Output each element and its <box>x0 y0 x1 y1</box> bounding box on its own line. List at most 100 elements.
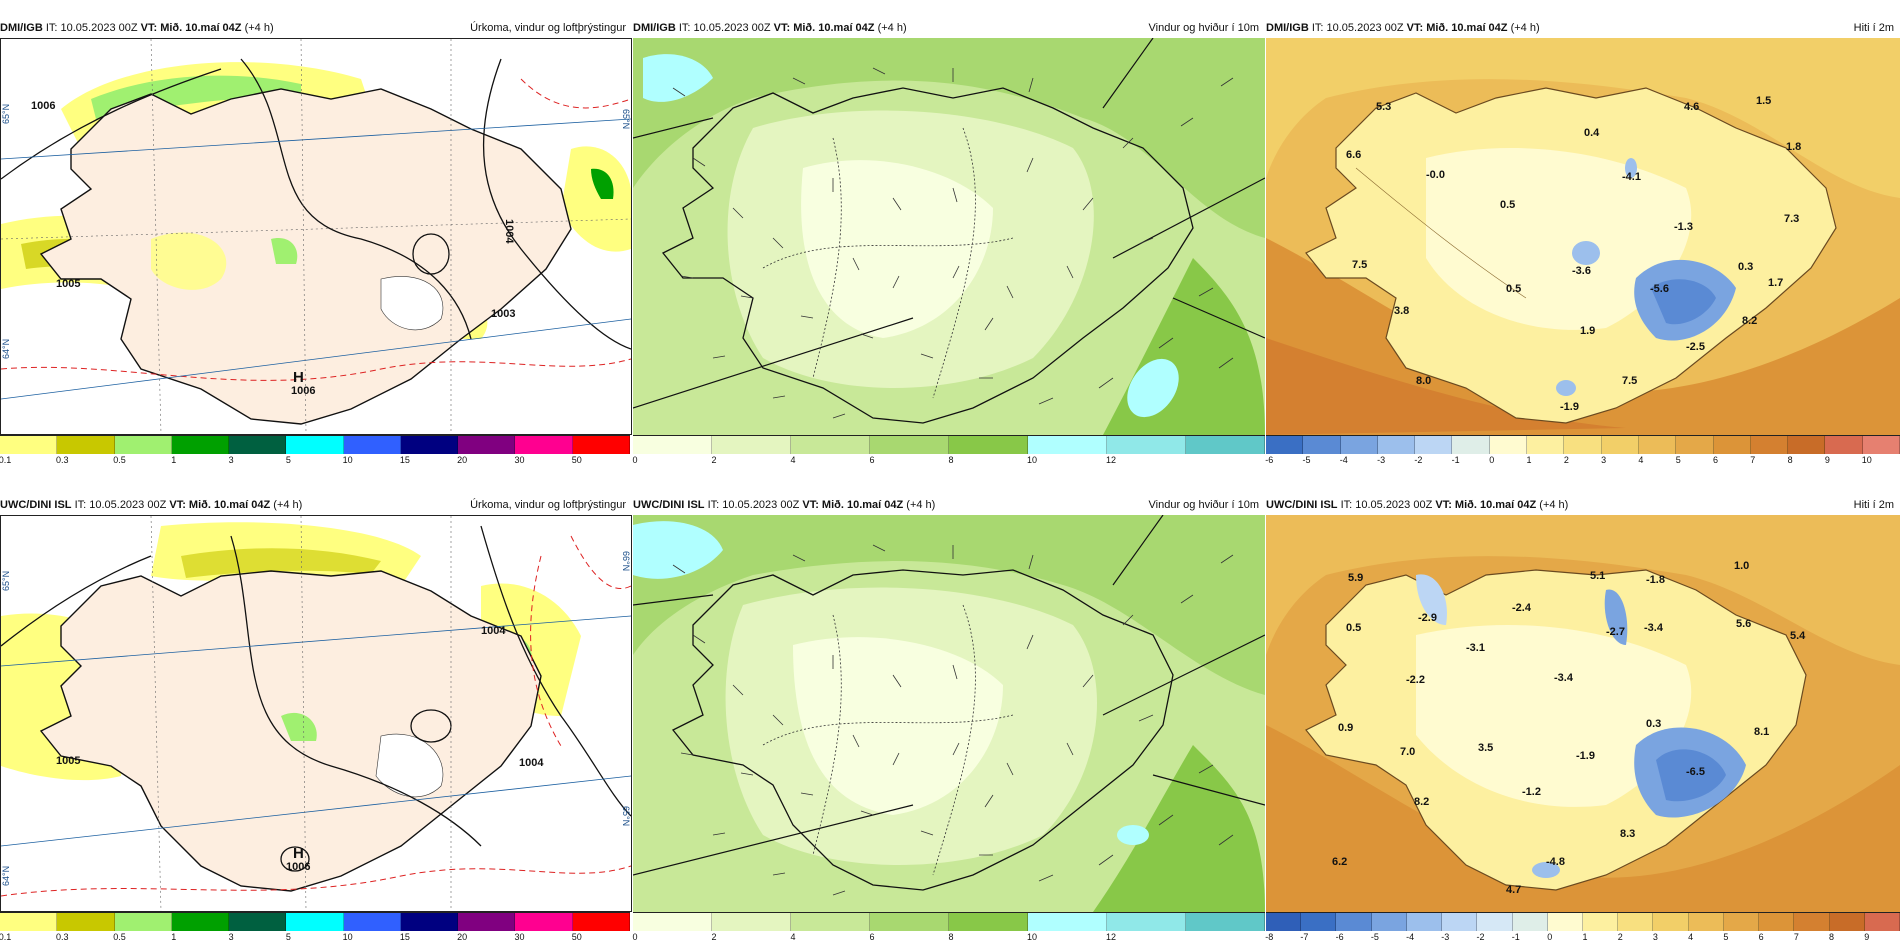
colorbar-swatch <box>1601 436 1639 454</box>
colorbar-tick-label: 2 <box>711 455 717 465</box>
colorbar-tick-label: 1 <box>171 932 177 942</box>
temp-value: -4.1 <box>1622 171 1641 183</box>
panel-header: DMI/IGB IT: 10.05.2023 00Z VT: Mið. 10.m… <box>0 18 632 38</box>
panel-wind-dmi: DMI/IGB IT: 10.05.2023 00Z VT: Mið. 10.m… <box>632 18 1265 473</box>
model-name: UWC/DINI ISL <box>1266 499 1338 511</box>
temp-value: 4.7 <box>1506 884 1521 896</box>
colorbar-swatch <box>286 436 344 454</box>
panel-header: DMI/IGB IT: 10.05.2023 00Z VT: Mið. 10.m… <box>633 18 1265 38</box>
temp-value: -1.2 <box>1522 786 1541 798</box>
temp-value: -2.9 <box>1418 612 1437 624</box>
colorbar-tick-label: -4 <box>1406 932 1415 942</box>
colorbar-swatch <box>1266 436 1304 454</box>
colorbar-tick-label: 2 <box>1617 932 1623 942</box>
temp-value: -1.3 <box>1674 221 1693 233</box>
temp-value: -2.2 <box>1406 674 1425 686</box>
colorbar-tick-label: 0.1 <box>0 455 12 465</box>
temp-value: -2.7 <box>1606 626 1625 638</box>
valid-time: VT: Mið. 10.maí 04Z <box>169 499 271 511</box>
isobar-label: 1006 <box>291 385 315 397</box>
colorbar-swatch <box>515 436 573 454</box>
colorbar-tick-label: 4 <box>1688 932 1694 942</box>
colorbar-swatch <box>0 913 58 931</box>
valid-time: VT: Mið. 10.maí 04Z <box>802 499 904 511</box>
colorbar-tick-label: 0 <box>632 455 638 465</box>
colorbar-swatch <box>1864 913 1900 931</box>
valid-time: VT: Mið. 10.maí 04Z <box>140 22 242 34</box>
colorbar-tick-label: -5 <box>1302 455 1311 465</box>
lead-time: (+4 h) <box>244 22 274 34</box>
colorbar-swatch <box>400 436 459 454</box>
colorbar-tick-label: 10 <box>342 932 353 942</box>
colorbar-tick-label: -7 <box>1300 932 1309 942</box>
colorbar-swatch <box>0 436 58 454</box>
colorbar-tick-label: 1 <box>1582 932 1588 942</box>
temp-value: -3.6 <box>1572 265 1591 277</box>
colorbar-tick-label: 10 <box>1026 455 1038 465</box>
temp-map: 5.3 6.6 -0.0 0.4 -4.1 4.6 1.5 1.8 0.5 -1… <box>1266 38 1900 435</box>
colorbar-tick-label: 15 <box>399 932 410 942</box>
temp-value: 3.5 <box>1478 742 1493 754</box>
temp-value: 4.6 <box>1684 101 1699 113</box>
valid-time: VT: Mið. 10.maí 04Z <box>773 22 875 34</box>
temp-values: 5.9 0.5 -2.9 -3.1 -2.4 5.1 -1.8 1.0 -2.7… <box>1332 560 1806 896</box>
colorbar-tick-label: 10 <box>342 455 353 465</box>
valid-time: VT: Mið. 10.maí 04Z <box>1435 499 1537 511</box>
colorbar-swatch <box>1377 436 1416 454</box>
precip-map: 1005 1003 1004 1006 1006 H 65°N 64°N 65°… <box>0 38 632 435</box>
isobar-label: 1005 <box>56 278 80 290</box>
wind-map <box>633 515 1265 912</box>
temp-value: -2.5 <box>1686 341 1705 353</box>
init-time: IT: 10.05.2023 00Z <box>678 22 771 34</box>
temp-value: -2.4 <box>1512 602 1532 614</box>
colorbar-swatch <box>870 436 949 454</box>
colorbar-tick-label: 15 <box>399 455 410 465</box>
colorbar-tick-label: 6 <box>1758 932 1764 942</box>
colorbar-tick-label: 5 <box>285 455 291 465</box>
colorbar-swatch <box>114 436 172 454</box>
colorbar-swatch <box>458 436 516 454</box>
colorbar-tick-label: 4 <box>1638 455 1644 465</box>
colorbar-swatch <box>1618 913 1654 931</box>
temp-value: -1.9 <box>1560 401 1579 413</box>
colorbar-swatch <box>1676 436 1714 454</box>
temp-value: 1.5 <box>1756 95 1771 107</box>
latitude-label: 65°N <box>621 109 631 129</box>
temp-value: -0.0 <box>1426 169 1445 181</box>
colorbar-tick-label: 5 <box>285 932 291 942</box>
colorbar-swatch <box>1340 436 1378 454</box>
colorbar-swatch <box>229 436 287 454</box>
temp-value: 8.0 <box>1416 375 1431 387</box>
colorbar-tick-label: -3 <box>1377 455 1386 465</box>
colorbar-swatch <box>1442 913 1478 931</box>
colorbar-swatch <box>1303 436 1341 454</box>
latitude-label: 65°N <box>621 806 631 826</box>
colorbar-swatch <box>1788 436 1826 454</box>
panel-header: DMI/IGB IT: 10.05.2023 00Z VT: Mið. 10.m… <box>1266 18 1900 38</box>
panel-title: Vindur og hviður í 10m <box>1148 499 1259 511</box>
colorbar-swatch <box>633 436 712 454</box>
wind-map <box>633 38 1265 435</box>
colorbar-tick-label: 0.5 <box>113 455 126 465</box>
colorbar-tick-label: 10 <box>1026 932 1038 942</box>
temp-value: 5.1 <box>1590 570 1605 582</box>
colorbar-swatch <box>1713 436 1751 454</box>
colorbar-swatch <box>57 436 115 454</box>
panel-title: Vindur og hviður í 10m <box>1148 22 1259 34</box>
wind-colorbar <box>633 912 1265 931</box>
colorbar-tick-label: 3 <box>228 932 234 942</box>
colorbar-swatch <box>1653 913 1689 931</box>
colorbar-swatch <box>1406 913 1443 931</box>
colorbar-tick-label: 9 <box>1824 455 1830 465</box>
colorbar-tick-label: 7 <box>1793 932 1799 942</box>
colorbar-swatch <box>1371 913 1407 931</box>
temp-value: -1.8 <box>1646 574 1665 586</box>
colorbar-tick-label: 6 <box>1713 455 1719 465</box>
temp-value: -5.6 <box>1650 283 1669 295</box>
isobar-label: 1005 <box>56 755 80 767</box>
latitude-label: 65°N <box>1 104 11 124</box>
colorbar-tick-label: -6 <box>1265 455 1274 465</box>
colorbar-swatch <box>791 436 870 454</box>
colorbar-swatch <box>791 913 870 931</box>
colorbar-tick-label: 6 <box>869 455 875 465</box>
